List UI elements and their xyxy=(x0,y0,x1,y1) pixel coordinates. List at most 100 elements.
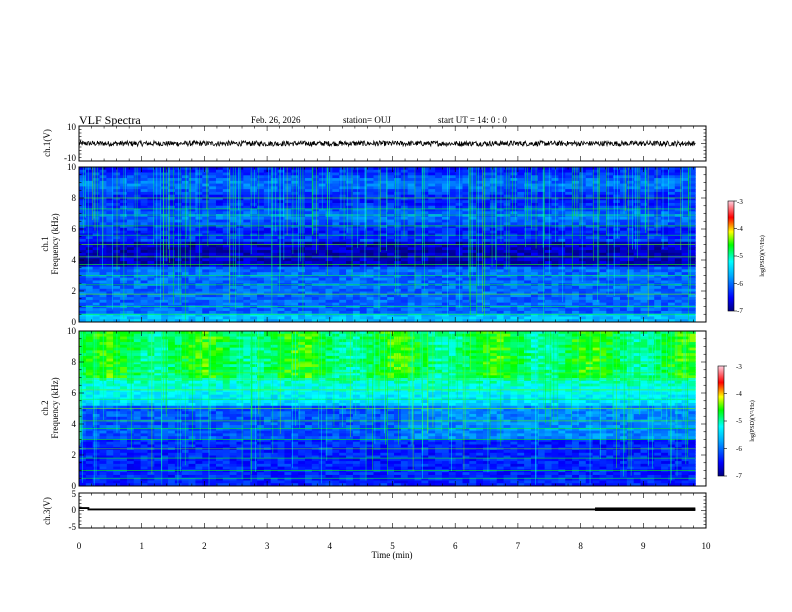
spec-cell xyxy=(209,172,217,176)
spec-cell xyxy=(592,172,600,176)
spec-cell xyxy=(298,297,306,301)
spec-cell xyxy=(243,241,251,245)
spec-cell xyxy=(394,172,402,176)
spec-cell xyxy=(537,211,546,215)
spec-cell xyxy=(661,247,669,251)
spec-cell xyxy=(298,169,306,173)
spec-cell xyxy=(85,172,94,176)
spec-cell xyxy=(647,316,655,320)
spec-cell xyxy=(92,175,100,179)
spec-cell xyxy=(537,319,546,323)
spec-cell xyxy=(339,294,347,298)
spec-cell xyxy=(215,230,224,234)
spec-cell xyxy=(154,261,162,265)
spec-cell xyxy=(298,294,306,298)
spec-cell xyxy=(387,277,395,281)
spec-cell xyxy=(257,202,265,207)
spec-cell xyxy=(373,191,381,196)
spec-cell xyxy=(366,310,374,315)
spec-cell xyxy=(263,261,272,265)
spec-cell xyxy=(599,202,607,207)
spec-cell xyxy=(161,222,169,226)
spec-cell xyxy=(222,274,231,279)
spec-cell xyxy=(304,241,313,245)
spec-cell xyxy=(304,308,313,312)
spec-cell xyxy=(195,178,203,182)
spec-cell xyxy=(428,167,436,171)
spec-cell xyxy=(387,211,395,215)
spec-cell xyxy=(346,258,354,262)
spec-cell xyxy=(414,299,422,304)
spec-cell xyxy=(209,297,217,301)
spec-cell xyxy=(606,180,614,185)
spec-cell xyxy=(476,297,484,301)
start-time-label: start UT = 14: 0 : 0 xyxy=(438,115,507,125)
spec-cell xyxy=(79,211,87,215)
spec-cell xyxy=(79,244,87,248)
spec-cell xyxy=(537,294,546,298)
spec-cell xyxy=(284,167,292,171)
spec-cell xyxy=(373,252,381,256)
spec-cell xyxy=(79,241,87,245)
spec-cell xyxy=(483,238,491,243)
spec-cell xyxy=(154,180,162,185)
spec-cell xyxy=(188,167,196,171)
spec-cell xyxy=(606,316,614,320)
spec-cell xyxy=(243,288,251,292)
spec-cell xyxy=(209,286,217,290)
spec-cell xyxy=(667,169,676,173)
spec-cell xyxy=(647,236,655,240)
spec-cell xyxy=(441,252,450,256)
spec-cell xyxy=(565,294,573,298)
spec-cell xyxy=(215,272,224,276)
spec-cell xyxy=(318,297,326,301)
spec-cell xyxy=(517,310,525,315)
spec-cell xyxy=(620,291,628,295)
spec-cell xyxy=(380,172,388,176)
spec-cell xyxy=(530,189,539,193)
spec-cell xyxy=(530,297,539,301)
spec-cell xyxy=(277,172,285,176)
spec-cell xyxy=(304,167,313,171)
spec-cell xyxy=(661,258,669,262)
spec-cell xyxy=(510,266,518,270)
spec-cell xyxy=(277,194,285,198)
spec-cell xyxy=(414,266,422,270)
spec-cell xyxy=(599,310,607,315)
spec-cell xyxy=(380,202,388,207)
spec-cell xyxy=(572,319,580,323)
spec-cell xyxy=(79,214,87,218)
spec-cell xyxy=(428,172,436,176)
spec-cell xyxy=(243,247,251,251)
spec-cell xyxy=(250,261,258,265)
spec-cell xyxy=(414,308,422,312)
spec-cell xyxy=(530,313,539,317)
spec-cell xyxy=(462,294,470,298)
spec-cell xyxy=(510,291,518,295)
spec-cell xyxy=(339,230,347,234)
spec-cell xyxy=(168,200,176,204)
spec-cell xyxy=(298,211,306,215)
spec-cell xyxy=(524,316,532,320)
spec-cell xyxy=(318,216,326,220)
spec-cell xyxy=(448,202,457,207)
spec-cell xyxy=(578,280,587,284)
spec-cell xyxy=(414,167,422,171)
spec-cell xyxy=(462,183,470,187)
spec-cell xyxy=(517,269,525,273)
spec-cell xyxy=(318,269,326,273)
spec-cell xyxy=(496,175,504,179)
spec-cell xyxy=(654,178,662,182)
spec-cell xyxy=(366,180,374,185)
spec-cell xyxy=(592,250,600,254)
spec-cell xyxy=(366,189,374,193)
spec-cell xyxy=(448,316,457,320)
spec-cell xyxy=(332,252,340,256)
spec-cell xyxy=(284,175,292,179)
spec-cell xyxy=(257,305,265,309)
spec-cell xyxy=(188,189,196,193)
spec-cell xyxy=(222,227,231,232)
spec-cell xyxy=(79,216,87,220)
spec-cell xyxy=(462,244,470,248)
spec-cell xyxy=(578,305,587,309)
